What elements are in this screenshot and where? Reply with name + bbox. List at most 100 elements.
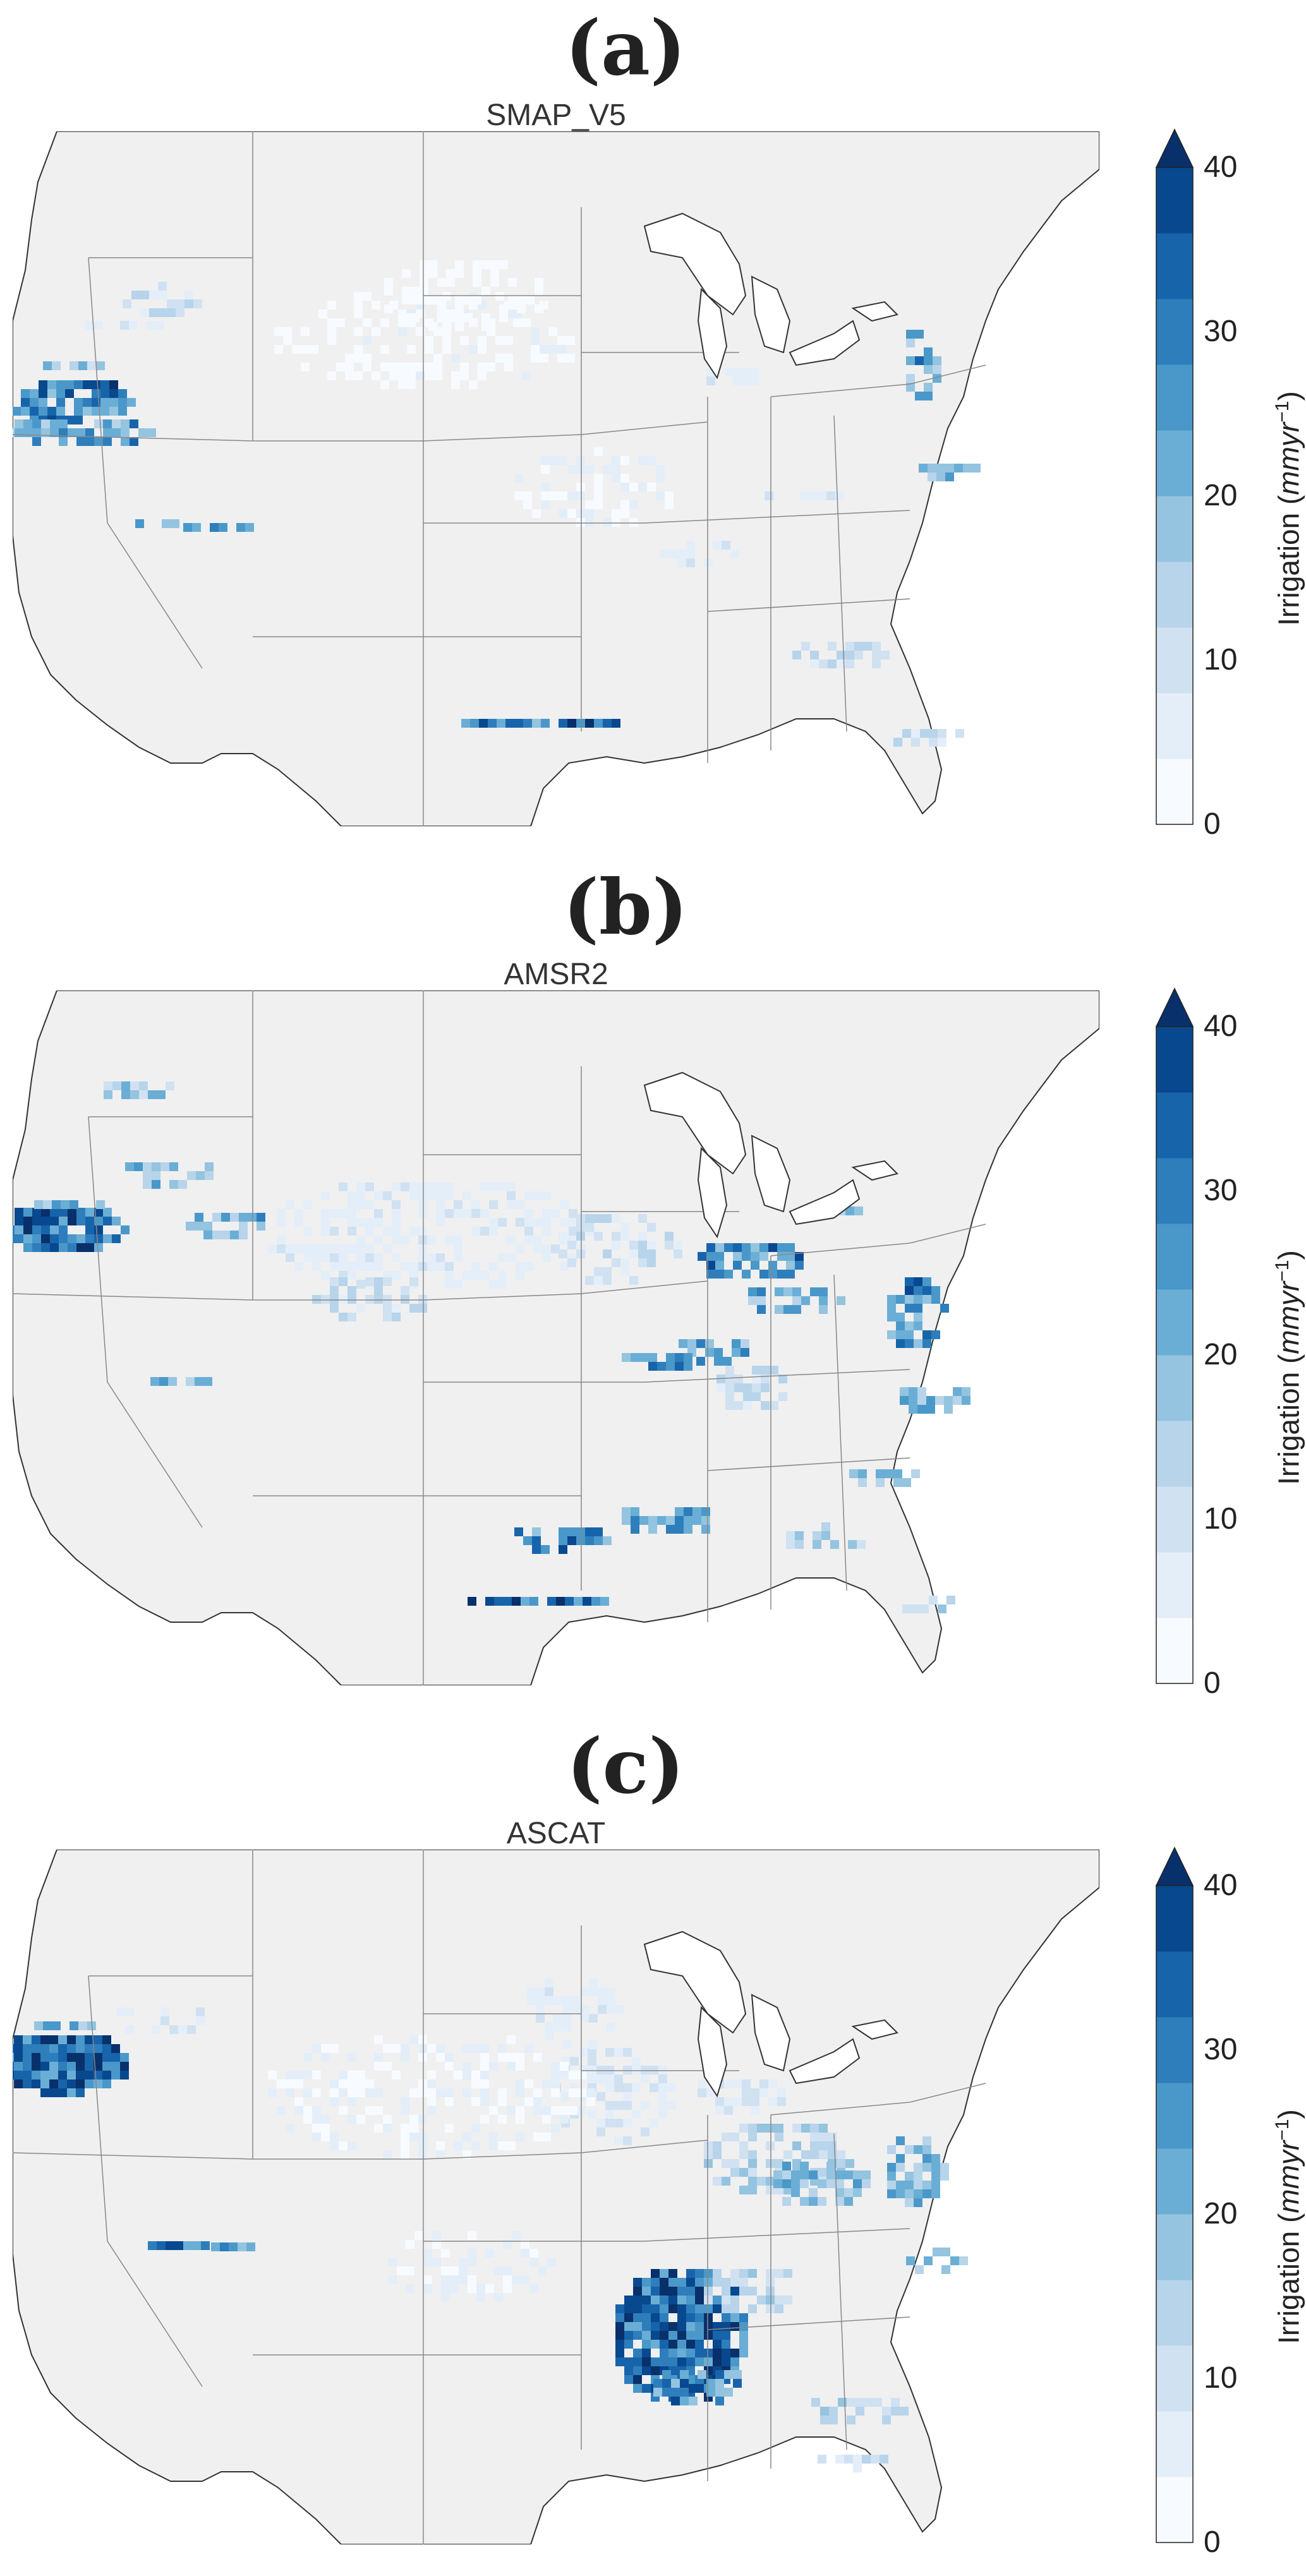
irrigation-cell [85, 2079, 94, 2088]
irrigation-cell [508, 278, 517, 287]
irrigation-cell [478, 345, 487, 354]
colorbar-label-unit: mmyr [1272, 2140, 1305, 2213]
irrigation-cell [348, 2115, 356, 2124]
colorbar-tick-label: 20 [1204, 1338, 1238, 1371]
colorbar-level [1156, 2280, 1193, 2346]
irrigation-cell [680, 2379, 689, 2388]
irrigation-cell [945, 464, 954, 472]
irrigation-cell [330, 2088, 339, 2097]
irrigation-cell [503, 1597, 512, 1606]
irrigation-cell [480, 2115, 489, 2124]
irrigation-cell [43, 1200, 52, 1209]
state-border [88, 257, 102, 435]
colorbar-level [1156, 1552, 1193, 1618]
irrigation-cell [533, 1191, 542, 1200]
irrigation-cell [715, 2370, 724, 2379]
irrigation-cell [409, 1304, 418, 1313]
irrigation-cell [647, 1249, 656, 1258]
irrigation-cell [615, 2331, 624, 2340]
irrigation-cell [713, 2269, 722, 2278]
irrigation-cell [642, 2322, 651, 2331]
irrigation-cell [542, 2106, 551, 2115]
irrigation-cell [445, 1271, 454, 1280]
irrigation-cell [612, 456, 620, 465]
irrigation-cell [85, 1208, 94, 1217]
irrigation-cell [432, 2240, 441, 2249]
irrigation-cell [401, 1286, 409, 1295]
irrigation-cell [507, 1253, 516, 1262]
irrigation-cell [257, 1213, 265, 1222]
colorbar-tick-label: 10 [1204, 1502, 1238, 1536]
irrigation-cell [677, 2322, 686, 2331]
irrigation-cell [507, 2062, 516, 2071]
state-border [833, 1274, 847, 1591]
irrigation-cell [733, 2079, 742, 2088]
irrigation-cell [498, 2088, 507, 2097]
irrigation-cell [32, 419, 41, 428]
irrigation-cell [687, 1339, 696, 1348]
colorbar-label-exponent: −1 [1272, 2119, 1293, 2141]
irrigation-cell [178, 2025, 187, 2034]
irrigation-cell [733, 2370, 742, 2379]
irrigation-cell [724, 1270, 733, 1279]
irrigation-cell [454, 1244, 463, 1253]
irrigation-cell [686, 558, 695, 567]
irrigation-cell [614, 2048, 623, 2057]
irrigation-cell [481, 260, 490, 269]
irrigation-cell [196, 2007, 205, 2016]
irrigation-cell [13, 2053, 14, 2062]
irrigation-cell [365, 1183, 374, 1191]
irrigation-cell [783, 1287, 792, 1296]
colorbar-level [1156, 2345, 1193, 2412]
irrigation-cell [203, 1377, 212, 1386]
irrigation-cell [503, 2275, 512, 2284]
colorbar-level [1156, 562, 1193, 628]
irrigation-cell [41, 428, 50, 437]
irrigation-cell [473, 269, 481, 278]
irrigation-cell [768, 2079, 777, 2088]
irrigation-cell [507, 1183, 516, 1191]
irrigation-cell [650, 2066, 658, 2074]
irrigation-cell [922, 1295, 931, 1304]
irrigation-cell [397, 2266, 406, 2275]
irrigation-cell [94, 321, 102, 330]
irrigation-cell [392, 1183, 401, 1191]
irrigation-cell [32, 1208, 41, 1217]
irrigation-cell [121, 1081, 130, 1090]
irrigation-cell [577, 2088, 586, 2097]
irrigation-cell [356, 1236, 365, 1244]
irrigation-cell [722, 2278, 730, 2287]
irrigation-cell [125, 1162, 134, 1171]
irrigation-cell [705, 1348, 714, 1357]
irrigation-cell [905, 1277, 914, 1286]
irrigation-cell [15, 428, 23, 437]
irrigation-cell [392, 1209, 401, 1218]
irrigation-cell [881, 651, 890, 659]
irrigation-cell [32, 2062, 40, 2071]
irrigation-cell [527, 1987, 536, 1996]
irrigation-cell [605, 2119, 614, 2128]
irrigation-cell [531, 345, 540, 354]
irrigation-cell [695, 2296, 704, 2304]
irrigation-cell [906, 2256, 915, 2265]
irrigation-cell [135, 519, 144, 528]
irrigation-cell [480, 1209, 489, 1218]
irrigation-cell [551, 1209, 560, 1218]
irrigation-cell [734, 1383, 743, 1392]
irrigation-cell [933, 374, 941, 383]
colorbar-level [1156, 1158, 1193, 1224]
irrigation-cell [277, 2079, 286, 2088]
irrigation-cell [58, 2062, 67, 2071]
irrigation-cell [454, 2071, 463, 2079]
irrigation-cell [955, 729, 964, 738]
colorbar-level [1156, 2017, 1193, 2083]
irrigation-cell [695, 2384, 704, 2393]
irrigation-cell [624, 2375, 633, 2384]
irrigation-cell [330, 1253, 339, 1262]
irrigation-cell [931, 1286, 940, 1295]
irrigation-cell [821, 1522, 830, 1531]
state-border [644, 2228, 910, 2242]
irrigation-cell [631, 1353, 639, 1362]
irrigation-cell [356, 1262, 365, 1271]
irrigation-cell [576, 1232, 585, 1241]
